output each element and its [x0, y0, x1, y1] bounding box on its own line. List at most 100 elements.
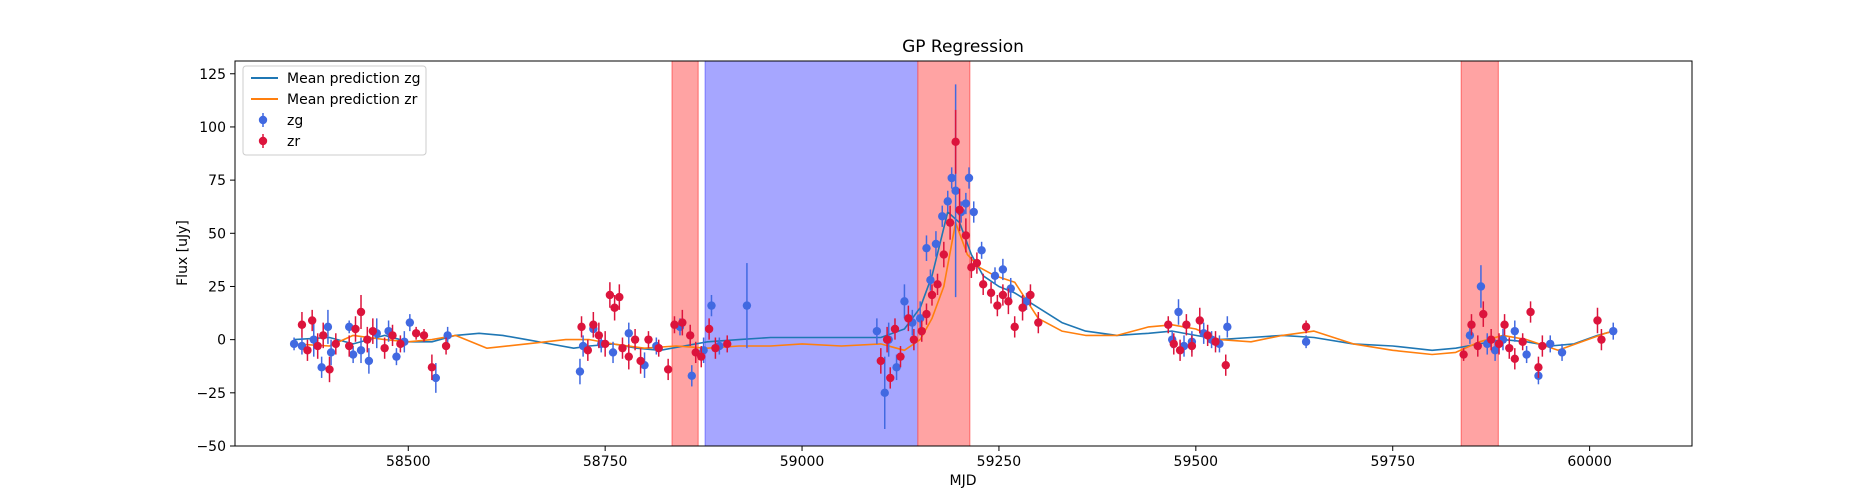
zr-data-point [882, 335, 892, 344]
zr-data-point [427, 363, 437, 372]
zr-data-point [594, 331, 604, 340]
zr-data-point [605, 290, 615, 300]
legend-point-swatch [258, 115, 268, 125]
zr-data-point [890, 324, 900, 334]
legend-box [242, 65, 427, 156]
zr-data-point [1169, 339, 1178, 349]
zg-data-point [742, 301, 752, 310]
zr-data-point [704, 324, 714, 334]
zr-data-point [961, 231, 971, 240]
zg-data-point [309, 335, 318, 344]
legend: Mean prediction zg Mean prediction zr zg zr [242, 65, 427, 156]
zg-data-point [1223, 322, 1232, 332]
zr-data-point [618, 343, 627, 353]
shaded-region-red [1460, 60, 1499, 447]
zr-data-point [922, 309, 931, 319]
y-tick-label: 0 [217, 333, 226, 349]
zr-data-point [325, 365, 334, 374]
zg-data-point [317, 363, 326, 372]
zg-data-point [1609, 326, 1618, 336]
zr-data-point [577, 322, 586, 332]
zg-data-point [348, 350, 358, 359]
zr-data-point [344, 341, 354, 351]
y-tick-label: −50 [196, 439, 226, 455]
zg-data-point [900, 297, 909, 306]
zr-data-point [297, 320, 307, 329]
plot-frame [234, 60, 1693, 447]
zr-data-point [723, 339, 732, 349]
y-tick-label: 75 [208, 173, 226, 189]
zr-data-point [697, 352, 706, 361]
zr-data-point [1593, 316, 1602, 325]
zr-data-point [993, 301, 1002, 310]
zr-data-point [876, 356, 886, 366]
zg-data-point [431, 373, 441, 383]
zr-data-point [1486, 335, 1496, 344]
zg-data-point [1174, 307, 1183, 317]
zr-data-point [917, 326, 926, 336]
zg-data-point [1465, 331, 1475, 340]
zr-data-point [624, 352, 633, 361]
zg-data-point [892, 363, 901, 372]
zr-data-point [368, 326, 378, 336]
zr-data-point [678, 318, 687, 327]
zr-data-point [998, 290, 1008, 300]
x-tick-label: 59000 [780, 454, 825, 470]
x-tick-label: 58750 [583, 454, 628, 470]
zr-data-point [351, 324, 360, 334]
x-tick-label: 59250 [977, 454, 1022, 470]
zr-data-point [363, 335, 372, 344]
zg-data-point [1476, 282, 1486, 291]
zr-data-point [1182, 320, 1191, 329]
zr-data-point [1010, 322, 1019, 332]
zg-data-point [943, 197, 952, 206]
zr-data-point [1505, 343, 1514, 353]
zr-data-point [904, 314, 913, 323]
y-tick-label: 100 [199, 120, 226, 136]
zr-data-point [1203, 331, 1212, 340]
zr-data-point [313, 341, 322, 351]
zg-data-point [443, 331, 452, 340]
zr-data-point [1597, 335, 1606, 344]
zg-data-point [1557, 348, 1567, 357]
zg-data-point [964, 173, 974, 183]
x-tick-label: 60000 [1567, 454, 1612, 470]
y-tick-label: 125 [199, 67, 226, 83]
zg-data-point [922, 243, 931, 253]
legend-label: Mean prediction zg [287, 71, 421, 87]
zr-data-point [307, 316, 317, 325]
zg-data-point [1510, 326, 1519, 336]
zr-data-point [419, 331, 429, 340]
zr-data-point [356, 307, 366, 317]
zr-data-point [1526, 307, 1535, 317]
zr-data-point [1301, 322, 1311, 332]
zr-data-point [939, 250, 949, 259]
zr-data-point [1534, 363, 1543, 372]
zr-data-point [1538, 341, 1547, 351]
zg-data-point [392, 352, 401, 361]
zg-data-point [608, 348, 618, 357]
y-tick-label: 50 [208, 226, 226, 242]
zg-data-point [575, 367, 585, 376]
zr-data-point [1221, 360, 1230, 370]
zr-data-point [686, 331, 695, 340]
zr-data-point [319, 331, 328, 340]
zr-data-point [380, 343, 389, 353]
zr-data-point [896, 352, 905, 361]
zr-data-point [909, 335, 919, 344]
zg-data-point [1022, 297, 1031, 306]
zg-data-point [326, 348, 336, 357]
zr-data-point [927, 290, 937, 300]
shaded-regions [671, 60, 1499, 447]
zr-data-point [396, 339, 405, 349]
zr-data-point [411, 329, 421, 338]
zr-data-point [441, 341, 451, 351]
zr-data-point [886, 373, 895, 383]
legend-label: Mean prediction zr [287, 92, 418, 108]
mean-prediction-zr-line [294, 221, 1614, 356]
zr-data-point [1479, 309, 1488, 319]
zr-data-point [1026, 290, 1035, 300]
y-axis-label: Flux [uJy] [175, 220, 191, 286]
zg-data-point [880, 388, 889, 398]
zr-data-point [1004, 297, 1013, 306]
